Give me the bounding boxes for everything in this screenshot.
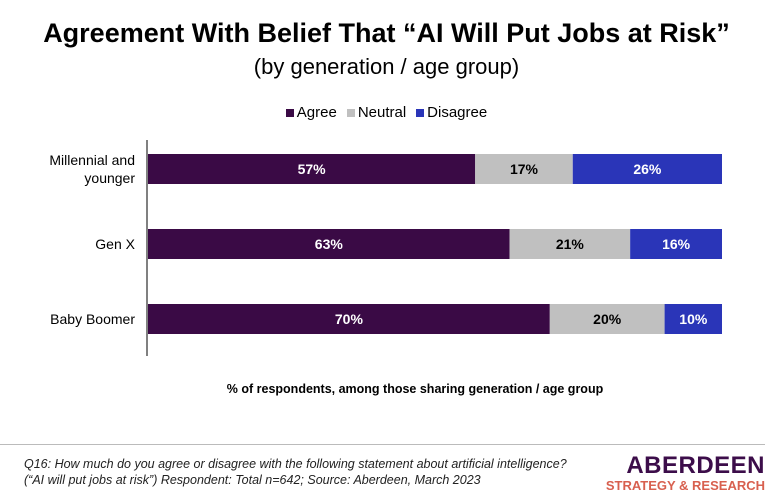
footnote-line-2: (“AI will put jobs at risk”) Respondent:…	[24, 473, 481, 487]
legend-label-neutral: Neutral	[357, 104, 407, 121]
category-label: Millennial and	[49, 152, 135, 168]
data-label: 17%	[510, 161, 539, 177]
legend-label-agree: Agree	[296, 104, 337, 121]
data-label: 10%	[679, 311, 708, 327]
data-label: 63%	[315, 236, 344, 252]
logo-main: ABERDEEN	[626, 452, 765, 479]
data-label: 21%	[556, 236, 585, 252]
category-label: younger	[84, 170, 135, 186]
legend: Agree Neutral Disagree	[0, 104, 773, 121]
category-label: Gen X	[95, 236, 135, 252]
data-label: 57%	[298, 161, 327, 177]
bar-neutral	[509, 229, 631, 259]
footer-divider	[0, 444, 765, 445]
bar-chart: 57% 17% 26% Millennial and younger 63% 21% 16% G…	[49, 140, 722, 356]
legend-item-agree: Agree	[285, 104, 337, 121]
x-axis-label: % of respondents, among those sharing ge…	[226, 382, 604, 396]
footnote: Q16: How much do you agree or disagree w…	[24, 456, 567, 488]
legend-item-neutral: Neutral	[346, 104, 407, 121]
bar-neutral	[549, 304, 665, 334]
data-label: 16%	[662, 236, 691, 252]
legend-swatch-neutral	[346, 108, 355, 117]
aberdeen-logo: ABERDEEN STRATEGY & RESEARCH	[606, 452, 765, 493]
footnote-line-1: Q16: How much do you agree or disagree w…	[24, 457, 567, 471]
legend-item-disagree: Disagree	[416, 104, 487, 121]
bar-agree	[148, 229, 510, 259]
chart-subtitle: (by generation / age group)	[253, 54, 520, 79]
category-label: Baby Boomer	[50, 311, 135, 327]
bar-disagree	[630, 229, 722, 259]
data-label: 26%	[633, 161, 662, 177]
legend-swatch-agree	[285, 108, 294, 117]
legend-label-disagree: Disagree	[427, 104, 488, 121]
bar-disagree	[664, 304, 722, 334]
chart-title: Agreement With Belief That “AI Will Put …	[43, 18, 730, 48]
bar-neutral	[475, 154, 573, 184]
bar-disagree	[572, 154, 722, 184]
logo-sub: STRATEGY & RESEARCH	[605, 478, 765, 493]
legend-swatch-disagree	[416, 108, 425, 117]
bar-agree	[148, 304, 550, 334]
bar-agree	[148, 154, 476, 184]
data-label: 20%	[593, 311, 622, 327]
data-label: 70%	[335, 311, 364, 327]
